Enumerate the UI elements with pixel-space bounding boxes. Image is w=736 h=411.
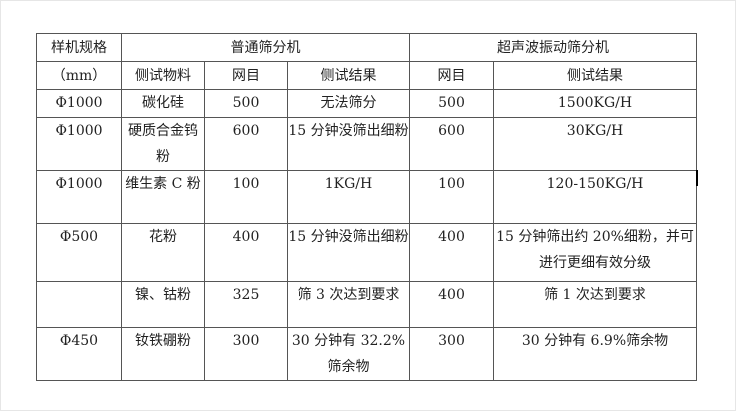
header-normal-sieve: 普通筛分机 [121, 33, 410, 62]
cell-normal-mesh: 600 [204, 117, 288, 171]
cell-normal-result: 筛 3 次达到要求 [287, 281, 410, 328]
cell-ultra-result: 15 分钟筛出约 20%细粉，并可进行更细有效分级 [493, 223, 697, 282]
cell-normal-mesh: 100 [204, 170, 288, 224]
header-normal-mesh: 网目 [204, 61, 288, 90]
cell-spec: Φ1000 [36, 89, 122, 118]
cell-ultra-result: 120-150KG/H [493, 170, 697, 224]
text-cursor-mark [696, 170, 698, 186]
header-ultrasonic-sieve: 超声波振动筛分机 [409, 33, 697, 62]
cell-normal-result: 15 分钟没筛出细粉 [287, 223, 410, 282]
table-row: Φ450 钕铁硼粉 300 30 分钟有 32.2%筛余物 300 30 分钟有… [36, 327, 697, 381]
cell-ultra-result: 30 分钟有 6.9%筛余物 [493, 327, 697, 381]
table-row: Φ1000 维生素 C 粉 100 1KG/H 100 120-150KG/H [36, 170, 697, 224]
cell-ultra-result: 1500KG/H [493, 89, 697, 118]
cell-material: 镍、钴粉 [121, 281, 205, 328]
cell-spec: Φ1000 [36, 117, 122, 171]
cell-spec: Φ450 [36, 327, 122, 381]
cell-ultra-mesh: 400 [409, 281, 494, 328]
cell-spec: Φ1000 [36, 170, 122, 224]
comparison-table: 样机规格 普通筛分机 超声波振动筛分机 （mm） 侧试物料 网目 侧试结果 网目… [36, 33, 697, 381]
cell-normal-mesh: 325 [204, 281, 288, 328]
cell-material: 硬质合金钨粉 [121, 117, 205, 171]
cell-ultra-mesh: 300 [409, 327, 494, 381]
cell-material: 碳化硅 [121, 89, 205, 118]
table-row: Φ500 花粉 400 15 分钟没筛出细粉 400 15 分钟筛出约 20%细… [36, 223, 697, 282]
header-ultra-result: 侧试结果 [493, 61, 697, 90]
cell-normal-result: 15 分钟没筛出细粉 [287, 117, 410, 171]
header-normal-result: 侧试结果 [287, 61, 410, 90]
header-ultra-mesh: 网目 [409, 61, 494, 90]
cell-normal-mesh: 500 [204, 89, 288, 118]
cell-material: 花粉 [121, 223, 205, 282]
cell-material: 维生素 C 粉 [121, 170, 205, 224]
header-unit: （mm） [36, 61, 122, 90]
table-row: Φ1000 碳化硅 500 无法筛分 500 1500KG/H [36, 89, 697, 118]
cell-normal-result: 1KG/H [287, 170, 410, 224]
header-row-2: （mm） 侧试物料 网目 侧试结果 网目 侧试结果 [36, 61, 697, 90]
cell-ultra-mesh: 100 [409, 170, 494, 224]
header-material: 侧试物料 [121, 61, 205, 90]
cell-normal-mesh: 400 [204, 223, 288, 282]
cell-ultra-result: 30KG/H [493, 117, 697, 171]
cell-ultra-mesh: 400 [409, 223, 494, 282]
header-spec: 样机规格 [36, 33, 122, 62]
cell-normal-result: 30 分钟有 32.2%筛余物 [287, 327, 410, 381]
cell-spec [36, 281, 122, 328]
header-row-1: 样机规格 普通筛分机 超声波振动筛分机 [36, 33, 697, 62]
cell-ultra-mesh: 500 [409, 89, 494, 118]
cell-normal-mesh: 300 [204, 327, 288, 381]
cell-ultra-result: 筛 1 次达到要求 [493, 281, 697, 328]
table-row: 镍、钴粉 325 筛 3 次达到要求 400 筛 1 次达到要求 [36, 281, 697, 328]
cell-material: 钕铁硼粉 [121, 327, 205, 381]
cell-ultra-mesh: 600 [409, 117, 494, 171]
cell-normal-result: 无法筛分 [287, 89, 410, 118]
table-row: Φ1000 硬质合金钨粉 600 15 分钟没筛出细粉 600 30KG/H [36, 117, 697, 171]
cell-spec: Φ500 [36, 223, 122, 282]
